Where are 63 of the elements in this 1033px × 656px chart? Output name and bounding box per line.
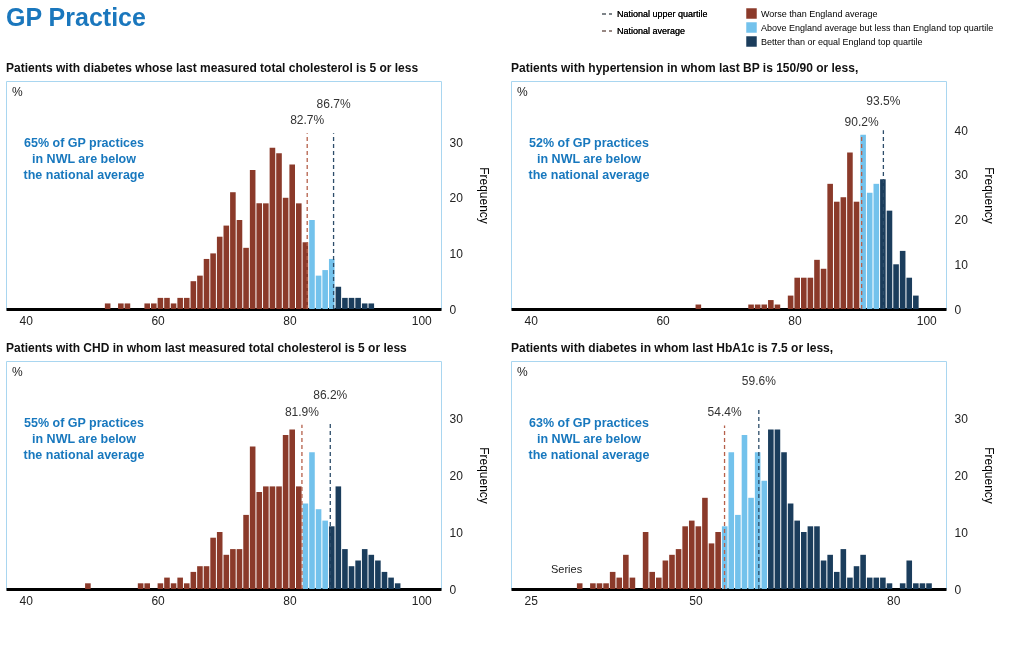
- x-tick-label: 80: [887, 593, 901, 608]
- annotation: %: [517, 85, 528, 99]
- x-tick-label: 40: [19, 593, 34, 608]
- x-tick-label: 100: [411, 593, 433, 608]
- chart-title: Patients with CHD in whom last measured total cholesterol is 5 or less: [6, 341, 408, 355]
- legend-label: National average: [617, 26, 686, 36]
- y-axis-title: Frequency: [981, 167, 996, 224]
- x-tick-label: 60: [151, 313, 166, 328]
- y-axis-title: Frequency: [981, 447, 996, 504]
- y-tick-label: 30: [449, 411, 464, 426]
- y-tick-label: 10: [449, 525, 464, 540]
- annotation: %: [12, 85, 23, 99]
- legend-label: Better than or equal England top quartile: [761, 36, 923, 47]
- y-tick-label: 20: [954, 468, 969, 483]
- x-tick-label: 60: [656, 313, 671, 328]
- y-tick-label: 20: [954, 213, 969, 228]
- y-tick-label: 30: [449, 135, 464, 150]
- annotation: 90.2%: [844, 115, 879, 130]
- y-tick-label: 0: [449, 582, 457, 597]
- y-tick-label: 10: [449, 246, 464, 261]
- y-tick-label: 40: [954, 123, 969, 138]
- x-tick-label: 80: [788, 313, 802, 328]
- annotation: 81.9%: [284, 404, 320, 419]
- annotation: 82.7%: [290, 113, 325, 128]
- x-tick-label: 60: [151, 593, 166, 608]
- annotation: 93.5%: [866, 94, 901, 109]
- y-tick-label: 0: [449, 302, 457, 317]
- y-tick-label: 20: [449, 191, 464, 206]
- legend-label: Above England average but less than England top quartile: [761, 22, 994, 33]
- legend-label: Worse than England average: [761, 8, 878, 19]
- annotation: 65% of GP practices in NWL are below the national average: [23, 136, 145, 182]
- y-tick-label: 10: [954, 525, 969, 540]
- x-tick-label: 40: [524, 313, 539, 328]
- annotation: 59.6%: [741, 374, 777, 389]
- annotation: 52% of GP practices in NWL are below the national average: [528, 136, 650, 182]
- chart-title: Patients with hypertension in whom last BP is 150/90 or less,: [511, 61, 859, 75]
- y-tick-label: 10: [954, 257, 969, 272]
- text: GP Practice: [6, 3, 146, 31]
- annotation: 63% of GP practices in NWL are below the national average: [528, 416, 650, 462]
- y-tick-label: 0: [954, 582, 962, 597]
- chart-title: Patients with diabetes whose last measured total cholesterol is 5 or less: [6, 61, 419, 75]
- annotation: %: [517, 365, 528, 379]
- annotation: 54.4%: [707, 405, 742, 420]
- chart-title: Patients with diabetes in whom last HbA1c is 7.5 or less,: [511, 341, 834, 355]
- x-tick-label: 50: [689, 593, 704, 608]
- legend-label: National upper quartile: [617, 9, 708, 19]
- y-axis-title: Frequency: [476, 167, 491, 224]
- y-tick-label: 30: [954, 411, 969, 426]
- annotation: 86.7%: [316, 97, 351, 112]
- x-tick-label: 80: [283, 313, 297, 328]
- annotation: 55% of GP practices in NWL are below the national average: [23, 416, 145, 462]
- y-tick-label: 30: [954, 168, 969, 183]
- annotation: Series: [551, 563, 583, 575]
- annotation: %: [12, 365, 23, 379]
- x-tick-label: 40: [19, 313, 34, 328]
- x-tick-label: 100: [411, 313, 433, 328]
- y-tick-label: 0: [954, 302, 962, 317]
- x-tick-label: 100: [916, 313, 938, 328]
- x-tick-label: 80: [283, 593, 297, 608]
- x-tick-label: 25: [524, 593, 539, 608]
- annotation: 86.2%: [313, 387, 348, 402]
- y-axis-title: Frequency: [476, 447, 491, 504]
- y-tick-label: 20: [449, 468, 464, 483]
